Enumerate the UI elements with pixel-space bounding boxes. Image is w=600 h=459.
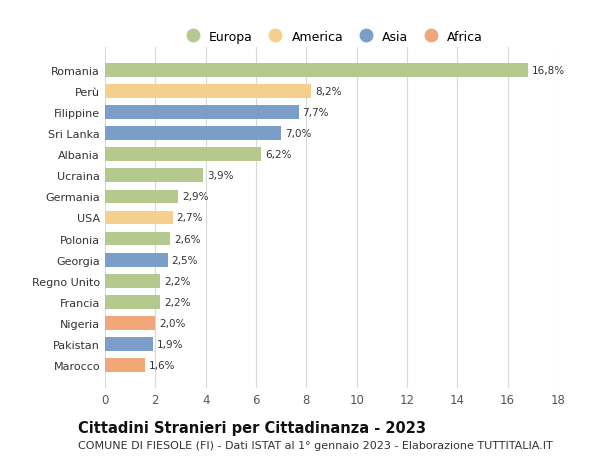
Text: 2,6%: 2,6% — [174, 234, 201, 244]
Text: 2,0%: 2,0% — [159, 319, 185, 328]
Text: 2,7%: 2,7% — [177, 213, 203, 223]
Text: 3,9%: 3,9% — [207, 171, 233, 181]
Legend: Europa, America, Asia, Africa: Europa, America, Asia, Africa — [175, 26, 488, 49]
Text: 2,2%: 2,2% — [164, 276, 191, 286]
Bar — [105, 190, 178, 204]
Text: 8,2%: 8,2% — [315, 87, 341, 96]
Bar — [105, 274, 160, 288]
Text: 6,2%: 6,2% — [265, 150, 292, 160]
Bar — [105, 296, 160, 309]
Bar — [105, 211, 173, 225]
Bar — [105, 127, 281, 140]
Bar — [105, 169, 203, 183]
Bar — [105, 85, 311, 98]
Text: 2,5%: 2,5% — [172, 255, 198, 265]
Text: 7,0%: 7,0% — [285, 129, 311, 139]
Bar — [105, 232, 170, 246]
Bar — [105, 253, 168, 267]
Text: 2,9%: 2,9% — [182, 192, 208, 202]
Text: COMUNE DI FIESOLE (FI) - Dati ISTAT al 1° gennaio 2023 - Elaborazione TUTTITALIA: COMUNE DI FIESOLE (FI) - Dati ISTAT al 1… — [78, 440, 553, 450]
Text: 7,7%: 7,7% — [302, 108, 329, 118]
Text: Cittadini Stranieri per Cittadinanza - 2023: Cittadini Stranieri per Cittadinanza - 2… — [78, 420, 426, 435]
Bar — [105, 148, 261, 162]
Text: 2,2%: 2,2% — [164, 297, 191, 308]
Text: 1,9%: 1,9% — [157, 340, 183, 349]
Bar — [105, 64, 528, 77]
Text: 1,6%: 1,6% — [149, 361, 176, 370]
Bar — [105, 359, 145, 372]
Bar — [105, 317, 155, 330]
Bar — [105, 338, 153, 351]
Bar — [105, 106, 299, 119]
Text: 16,8%: 16,8% — [532, 66, 565, 75]
